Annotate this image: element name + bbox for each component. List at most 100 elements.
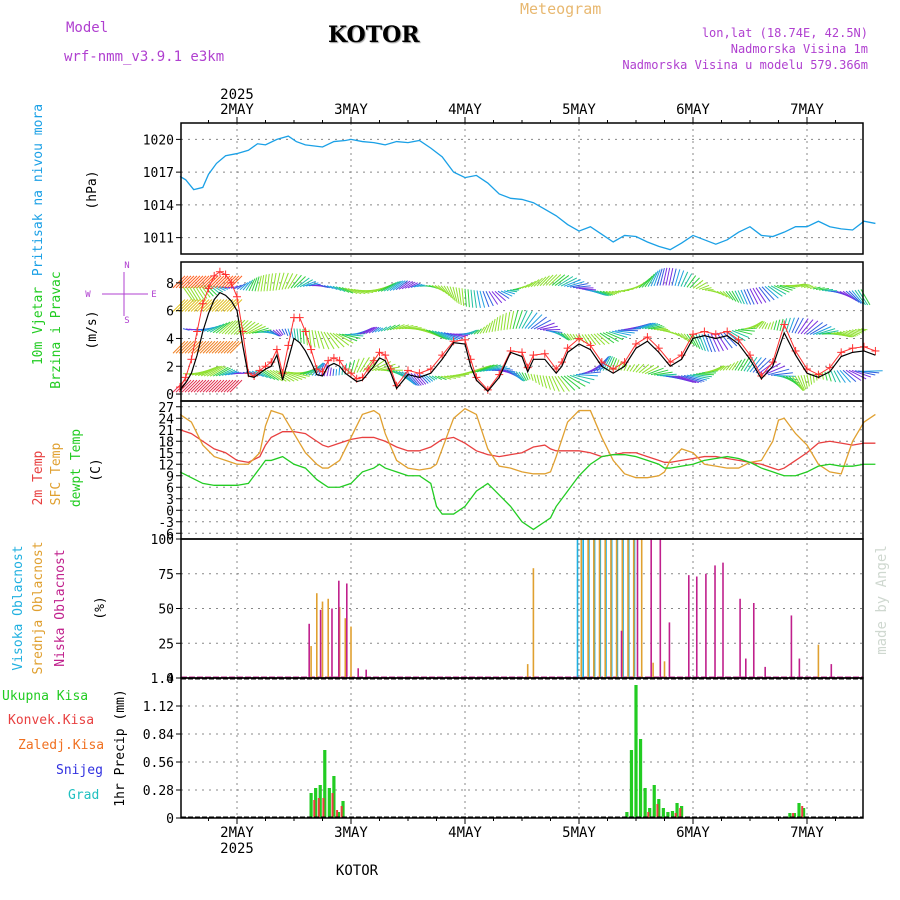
day-label-bottom: 7MAY	[790, 825, 824, 841]
wind-barb	[191, 285, 202, 301]
wind-barb	[332, 368, 335, 376]
total-precip-bar	[323, 750, 327, 818]
y-tick-label: 100	[151, 533, 174, 548]
conv-precip-bar	[679, 808, 682, 818]
wind-barb	[521, 372, 527, 382]
wind-barb	[236, 320, 253, 335]
wind-barb	[202, 379, 216, 393]
wind-barb	[208, 340, 222, 354]
wind-barb	[791, 375, 804, 391]
wind-barb	[217, 340, 231, 354]
wind-barb	[335, 333, 354, 344]
wind-barb	[644, 366, 659, 375]
wind-barb	[203, 325, 218, 332]
day-label-bottom: 3MAY	[334, 825, 368, 841]
wind-barb	[248, 278, 256, 292]
wind-barb	[653, 269, 661, 287]
wind-barb	[455, 287, 460, 304]
y-tick-label: 8	[166, 277, 174, 292]
wind-barb	[614, 330, 635, 334]
wind-barb	[704, 334, 713, 353]
wind-barb	[821, 289, 834, 291]
credit-label: made by Angel	[874, 545, 890, 655]
wind-barb	[392, 280, 406, 291]
wind-barb	[175, 340, 189, 354]
wind-barb	[740, 289, 748, 305]
wind-barb	[512, 310, 519, 330]
wind-barb	[299, 328, 302, 343]
wind-barb	[794, 375, 805, 392]
total-precip-bar	[652, 785, 656, 818]
y-tick-label: 0.28	[143, 784, 174, 799]
wind-barb	[431, 284, 442, 291]
wind-barb	[722, 365, 728, 371]
wind-barb	[476, 364, 498, 373]
wind-barb	[443, 375, 457, 379]
wind-barb	[713, 290, 721, 295]
wind-barb	[374, 363, 396, 371]
wind-barb	[211, 379, 225, 393]
wind-barb	[461, 288, 465, 306]
wind-barb	[211, 340, 225, 354]
wind-barb	[203, 365, 222, 377]
wind-barb	[725, 363, 732, 371]
wind-barb	[422, 374, 431, 383]
wind-barb	[656, 268, 663, 286]
wind-barb	[764, 323, 769, 330]
total-precip-bar	[634, 685, 638, 818]
wind-barb	[302, 280, 316, 287]
wind-barb	[479, 326, 486, 334]
wind-barb	[407, 282, 418, 289]
day-label-top: 6MAY	[676, 102, 710, 118]
wind-barb	[212, 366, 229, 377]
footer-station: KOTOR	[336, 863, 379, 879]
y-tick-label: 25	[158, 637, 174, 652]
wind-barb	[401, 281, 414, 290]
wind-barb	[317, 363, 326, 377]
wind-barb	[560, 277, 578, 287]
wind-barb	[503, 290, 516, 295]
wind-barb	[175, 275, 189, 289]
wind-barb	[617, 360, 623, 371]
wind-barb	[674, 332, 683, 339]
wind-barb	[377, 327, 384, 333]
conv-precip-bar	[647, 812, 650, 818]
wind-barb	[371, 361, 392, 372]
wind-barb	[623, 364, 628, 371]
wind-barb	[686, 333, 696, 346]
wind-barb	[554, 275, 570, 286]
wind-barb	[545, 375, 551, 390]
wind-barb	[226, 340, 240, 354]
product-title: Meteogram	[520, 0, 602, 18]
wind-barb	[398, 324, 414, 330]
wind-barb	[226, 379, 240, 393]
wind-barb	[184, 299, 198, 312]
wind-barb	[671, 268, 677, 286]
temp-sfc-title: SFC Temp	[49, 443, 64, 506]
y-tick-label: 0.56	[143, 756, 174, 771]
wind-barb	[275, 370, 295, 382]
wind-barb	[545, 274, 558, 286]
wind-barb	[716, 365, 725, 372]
wind-barb	[187, 299, 201, 312]
y-tick-label: 2	[166, 360, 174, 375]
wind-barb	[266, 369, 283, 382]
y-tick-label: 18	[158, 435, 174, 450]
wind-barb	[758, 321, 765, 329]
y-tick-label: -6	[158, 527, 174, 542]
wind-barb	[629, 364, 636, 372]
wind-barb	[386, 280, 401, 292]
wind-barb	[815, 328, 836, 335]
y-tick-label: 75	[158, 568, 174, 583]
wind-barb	[635, 322, 654, 330]
wind-barb	[266, 273, 270, 292]
wind-barb	[299, 279, 313, 288]
total-precip-bar	[788, 813, 792, 818]
wind-barb	[296, 277, 310, 288]
wind-speed-line	[179, 291, 876, 393]
wind-barb	[248, 325, 266, 335]
wind-barb	[284, 371, 307, 379]
wind-barb	[722, 291, 731, 300]
wind-barb	[536, 322, 555, 330]
